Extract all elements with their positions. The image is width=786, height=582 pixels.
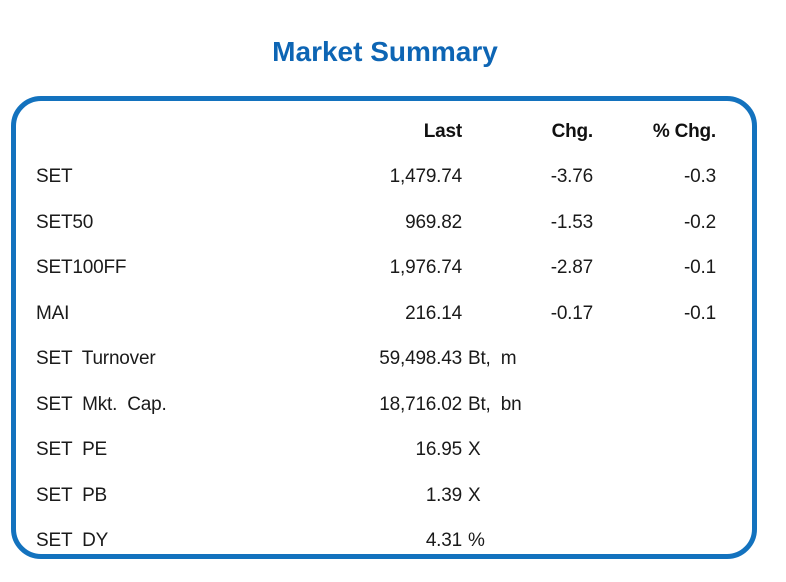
row-label: SET Turnover: [36, 348, 156, 370]
last-value: 969.82: [266, 212, 462, 234]
last-value: 4.31%: [266, 530, 485, 552]
last-value: 1.39 X: [266, 484, 481, 507]
last-value: 59,498.43 Bt, m: [266, 348, 516, 370]
table-row: MAI 216.14 -0.17 -0.1: [36, 291, 716, 337]
last-number: 216.14: [405, 302, 462, 324]
row-label: SET Mkt. Cap.: [36, 393, 167, 415]
table-row: SET PE 16.95 X: [36, 428, 716, 474]
table-row: SET DY 4.31%: [36, 519, 716, 565]
col-header-pct-chg: % Chg.: [652, 120, 716, 142]
last-value: 1,976.74: [266, 257, 463, 279]
table-header-row: Last Chg. % Chg.: [36, 109, 716, 155]
last-value: 1,479.74: [266, 166, 463, 188]
table-row: SET Mkt. Cap. 18,716.02 Bt, bn: [36, 382, 716, 428]
last-unit: Bt, m: [468, 348, 517, 370]
last-number: 16.95: [415, 439, 462, 461]
table-row: SET PB 1.39 X: [36, 473, 716, 519]
table-row: SET 1,479.74 -3.76 -0.3: [36, 155, 716, 201]
pct-chg-value: -0.1: [684, 257, 716, 279]
last-unit: Bt, bn: [468, 393, 522, 415]
table-row: SET50 969.82 -1.53 -0.2: [36, 200, 716, 246]
row-label: SET50: [36, 211, 94, 233]
last-unit: X: [468, 484, 481, 506]
row-label: SET DY: [36, 530, 109, 552]
pct-chg-value: -0.1: [684, 302, 716, 324]
row-label: SET PB: [36, 484, 108, 506]
last-value: 16.95 X: [266, 439, 480, 461]
last-number: 1,479.74: [389, 166, 463, 188]
last-number: 18,716.02: [379, 393, 462, 415]
table-row: SET100FF 1,976.74 -2.87 -0.1: [36, 246, 716, 292]
chg-value: -0.17: [550, 302, 594, 324]
row-label: SET100FF: [36, 257, 127, 279]
last-number: 1,976.74: [389, 257, 463, 279]
table-row: SET Turnover 59,498.43 Bt, m: [36, 337, 716, 383]
last-number: 969.82: [405, 211, 462, 233]
col-header-last: Last: [423, 120, 462, 142]
row-label: MAI: [36, 302, 70, 324]
row-label: SET PE: [36, 439, 108, 461]
chg-value: -2.87: [550, 257, 594, 279]
pct-chg-value: -0.3: [684, 166, 716, 188]
col-header-chg: Chg.: [551, 120, 594, 142]
last-unit: X: [468, 439, 481, 461]
market-summary-panel: Last Chg. % Chg. SET 1,479.74 -3.76 -0.3…: [11, 96, 757, 559]
page-title: Market Summary: [272, 36, 498, 67]
last-number: 4.31: [425, 530, 462, 552]
chg-value: -3.76: [550, 166, 594, 188]
chg-value: -1.53: [550, 211, 594, 233]
last-number: 1.39: [425, 484, 462, 506]
pct-chg-value: -0.2: [684, 211, 716, 233]
last-unit: %: [468, 530, 485, 552]
last-value: 216.14: [266, 303, 462, 325]
row-label: SET: [36, 166, 73, 188]
last-value: 18,716.02 Bt, bn: [266, 393, 521, 416]
last-number: 59,498.43: [379, 348, 462, 370]
